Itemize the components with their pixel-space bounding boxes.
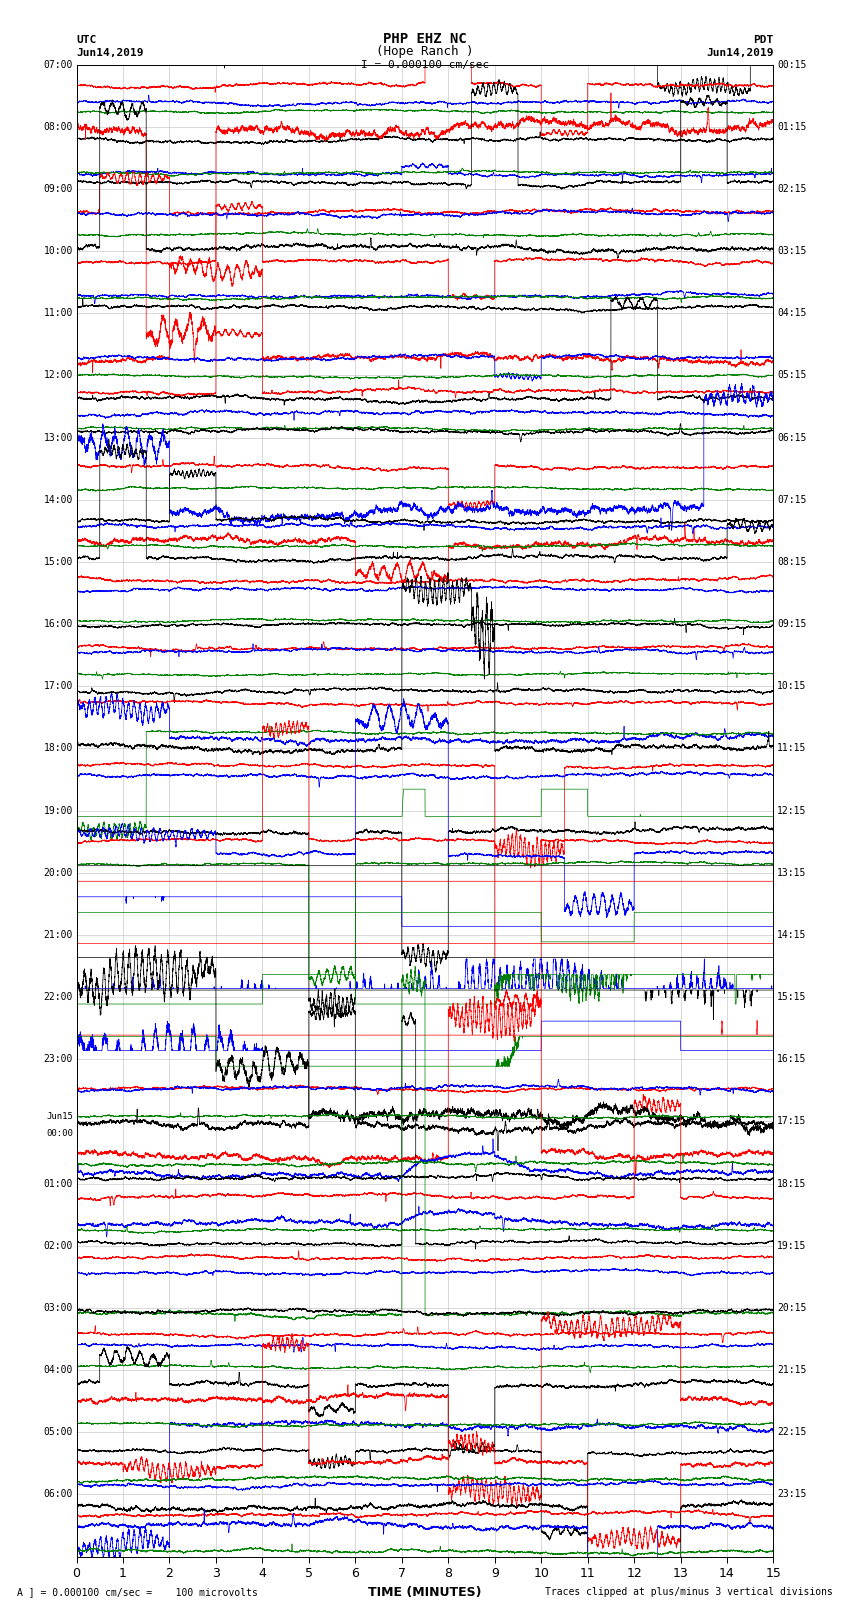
Text: 05:15: 05:15 <box>777 371 807 381</box>
Text: 10:00: 10:00 <box>43 247 73 256</box>
Text: 01:00: 01:00 <box>43 1179 73 1189</box>
Text: 17:00: 17:00 <box>43 681 73 692</box>
Text: 02:00: 02:00 <box>43 1240 73 1250</box>
Text: 13:00: 13:00 <box>43 432 73 442</box>
Text: 21:00: 21:00 <box>43 929 73 940</box>
Text: 12:00: 12:00 <box>43 371 73 381</box>
Text: 23:00: 23:00 <box>43 1055 73 1065</box>
Text: 03:00: 03:00 <box>43 1303 73 1313</box>
Text: 18:00: 18:00 <box>43 744 73 753</box>
Text: 16:15: 16:15 <box>777 1055 807 1065</box>
Text: PHP EHZ NC: PHP EHZ NC <box>383 32 467 47</box>
Text: 22:15: 22:15 <box>777 1428 807 1437</box>
Text: UTC: UTC <box>76 35 97 45</box>
Text: 20:00: 20:00 <box>43 868 73 877</box>
Text: 18:15: 18:15 <box>777 1179 807 1189</box>
Text: 02:15: 02:15 <box>777 184 807 194</box>
Text: 03:15: 03:15 <box>777 247 807 256</box>
Text: 23:15: 23:15 <box>777 1489 807 1500</box>
Text: 09:00: 09:00 <box>43 184 73 194</box>
Text: 21:15: 21:15 <box>777 1365 807 1374</box>
Text: 04:15: 04:15 <box>777 308 807 318</box>
Text: 22:00: 22:00 <box>43 992 73 1002</box>
Text: 14:15: 14:15 <box>777 929 807 940</box>
Text: 05:00: 05:00 <box>43 1428 73 1437</box>
Text: 17:15: 17:15 <box>777 1116 807 1126</box>
Text: 00:15: 00:15 <box>777 60 807 69</box>
Text: (Hope Ranch ): (Hope Ranch ) <box>377 45 473 58</box>
Text: A ] = 0.000100 cm/sec =    100 microvolts: A ] = 0.000100 cm/sec = 100 microvolts <box>17 1587 258 1597</box>
Text: Traces clipped at plus/minus 3 vertical divisions: Traces clipped at plus/minus 3 vertical … <box>545 1587 833 1597</box>
Text: Jun14,2019: Jun14,2019 <box>706 48 774 58</box>
Text: 19:15: 19:15 <box>777 1240 807 1250</box>
Text: 08:15: 08:15 <box>777 556 807 566</box>
Text: 15:00: 15:00 <box>43 556 73 566</box>
Text: 14:00: 14:00 <box>43 495 73 505</box>
Text: Jun14,2019: Jun14,2019 <box>76 48 144 58</box>
Text: 15:15: 15:15 <box>777 992 807 1002</box>
Text: 19:00: 19:00 <box>43 805 73 816</box>
Text: I = 0.000100 cm/sec: I = 0.000100 cm/sec <box>361 60 489 69</box>
Text: 07:15: 07:15 <box>777 495 807 505</box>
Text: Jun15: Jun15 <box>46 1113 73 1121</box>
Text: 11:00: 11:00 <box>43 308 73 318</box>
Text: 01:15: 01:15 <box>777 121 807 132</box>
Text: 13:15: 13:15 <box>777 868 807 877</box>
Text: 09:15: 09:15 <box>777 619 807 629</box>
Text: 08:00: 08:00 <box>43 121 73 132</box>
Text: 00:00: 00:00 <box>46 1129 73 1139</box>
Text: 06:15: 06:15 <box>777 432 807 442</box>
Text: 12:15: 12:15 <box>777 805 807 816</box>
Text: 06:00: 06:00 <box>43 1489 73 1500</box>
Text: 04:00: 04:00 <box>43 1365 73 1374</box>
Text: 16:00: 16:00 <box>43 619 73 629</box>
Text: 11:15: 11:15 <box>777 744 807 753</box>
Text: PDT: PDT <box>753 35 774 45</box>
Text: 07:00: 07:00 <box>43 60 73 69</box>
Text: 20:15: 20:15 <box>777 1303 807 1313</box>
X-axis label: TIME (MINUTES): TIME (MINUTES) <box>368 1586 482 1598</box>
Text: 10:15: 10:15 <box>777 681 807 692</box>
